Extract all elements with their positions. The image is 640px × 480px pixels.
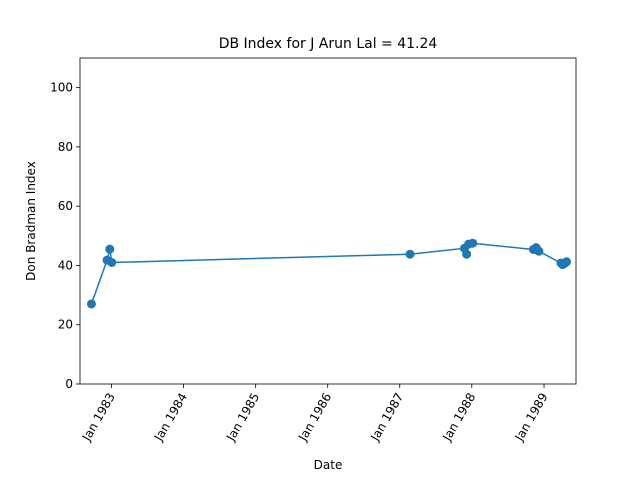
x-tick-label-2: Jan 1985	[223, 391, 262, 445]
x-tick-label-5: Jan 1988	[439, 391, 478, 445]
y-axis-title: Don Bradman Index	[24, 161, 38, 281]
data-point-3	[107, 257, 117, 267]
data-point-12	[534, 246, 544, 256]
data-point-4	[405, 249, 415, 259]
data-point-8	[468, 238, 478, 248]
y-tick-label-0: 0	[65, 377, 73, 391]
y-tick-label-3: 60	[58, 199, 73, 213]
x-axis-title: Date	[314, 458, 343, 472]
x-tick-label-6: Jan 1989	[512, 391, 551, 445]
series-line-0	[90, 242, 567, 305]
plot-frame	[79, 57, 577, 385]
plot-layer	[86, 238, 572, 309]
x-tick-label-1: Jan 1984	[151, 391, 190, 445]
y-tick-label-4: 80	[58, 140, 73, 154]
data-point-17	[562, 257, 572, 267]
y-tick-label-2: 40	[58, 258, 73, 272]
y-tick-label-1: 20	[58, 318, 73, 332]
data-point-0	[86, 299, 96, 309]
data-point-6	[462, 249, 472, 259]
x-axis: Jan 1983 Jan 1984 Jan 1985 Jan 1986 Jan 1987…	[79, 384, 551, 444]
x-tick-label-0: Jan 1983	[79, 391, 118, 445]
y-tick-label-5: 100	[50, 81, 73, 95]
x-tick-label-4: Jan 1987	[367, 391, 406, 445]
data-point-2	[105, 244, 115, 254]
x-tick-label-3: Jan 1986	[295, 391, 334, 445]
y-axis: 0 20 40 60 80 100	[50, 81, 80, 391]
chart-title: DB Index for J Arun Lal = 41.24	[219, 36, 438, 52]
